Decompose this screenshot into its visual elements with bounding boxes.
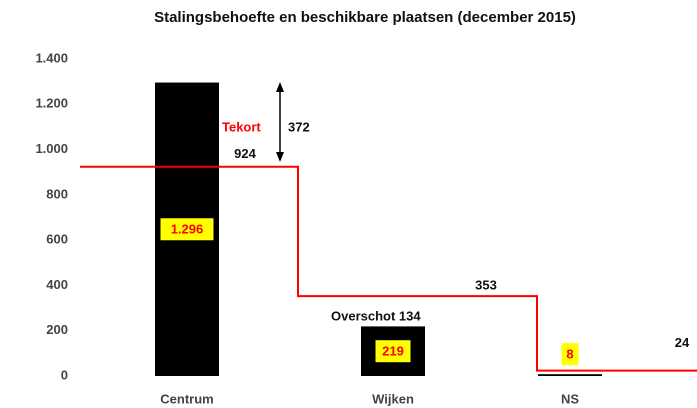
step-line: [80, 165, 697, 372]
arrow-head: [276, 152, 284, 162]
chart-title: Stalingsbehoefte en beschikbare plaatsen…: [154, 9, 576, 26]
value-label: 1.296: [171, 222, 204, 237]
annotation: 372: [288, 119, 310, 134]
line-value-label: 353: [475, 278, 497, 293]
bar: [538, 374, 602, 376]
y-tick-label: 1.400: [35, 50, 68, 65]
value-label: 8: [566, 347, 573, 362]
y-tick-label: 600: [46, 232, 68, 247]
x-tick-label: Wijken: [372, 391, 414, 406]
y-tick-label: 400: [46, 277, 68, 292]
x-tick-label: Centrum: [160, 391, 213, 406]
y-tick-label: 1.200: [35, 96, 68, 111]
y-tick-label: 800: [46, 186, 68, 201]
y-tick-label: 0: [61, 367, 68, 382]
value-label-box: [160, 218, 214, 241]
annotation: Overschot 134: [331, 308, 421, 323]
value-label-box: [375, 340, 411, 363]
x-tick-label: NS: [561, 391, 579, 406]
line-value-label: 24: [675, 335, 690, 350]
arrow-head: [276, 82, 284, 92]
line-value-label: 924: [234, 146, 256, 161]
value-label: 219: [382, 344, 404, 359]
value-label-box: [561, 343, 579, 366]
y-tick-label: 1.000: [35, 141, 68, 156]
annotation: Tekort: [222, 119, 261, 134]
y-tick-label: 200: [46, 322, 68, 337]
